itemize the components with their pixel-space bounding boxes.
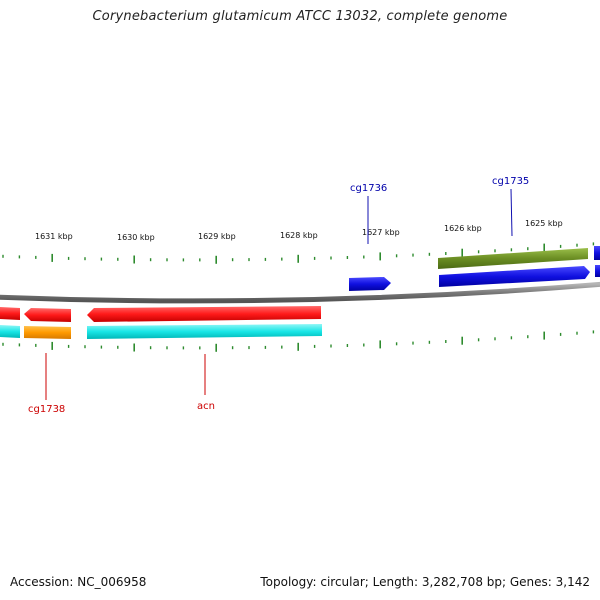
svg-text:cg1735: cg1735: [492, 176, 529, 187]
gene-label-cg1738[interactable]: cg1738: [28, 353, 65, 415]
gene-cg1738[interactable]: [24, 308, 71, 322]
gene-cyan[interactable]: [87, 324, 322, 339]
gene-cg1735-olive[interactable]: [438, 248, 588, 269]
scale-label-1628: 1628 kbp: [280, 231, 318, 240]
gene-orange[interactable]: [24, 326, 71, 339]
scale-labels: 1631 kbp 1630 kbp 1629 kbp 1628 kbp 1627…: [35, 219, 563, 242]
scale-label-1626: 1626 kbp: [444, 224, 482, 233]
svg-text:cg1736: cg1736: [350, 183, 387, 194]
gene-blue-forward[interactable]: [439, 266, 590, 287]
accession-value: NC_006958: [77, 575, 147, 589]
outer-tick-track: [2, 242, 595, 264]
svg-text:acn: acn: [197, 401, 215, 412]
gene-cg1736[interactable]: [349, 277, 391, 291]
genome-backbone: [0, 281, 600, 304]
scale-label-1630: 1630 kbp: [117, 233, 155, 242]
gene-label-cg1735[interactable]: cg1735: [492, 176, 529, 237]
gene-blue-edge-bottom[interactable]: [595, 265, 600, 277]
gene-blue-edge-top[interactable]: [594, 246, 600, 260]
svg-text:cg1738: cg1738: [28, 404, 65, 415]
genome-stats-text: Topology: circular; Length: 3,282,708 bp…: [260, 575, 590, 589]
gene-red-left-edge[interactable]: [0, 307, 20, 320]
gene-cyan-left-edge[interactable]: [0, 325, 20, 338]
inner-tick-track: [2, 330, 595, 352]
accession-text: Accession: NC_006958: [10, 575, 146, 589]
gene-label-cg1736[interactable]: cg1736: [350, 183, 387, 244]
scale-label-1629: 1629 kbp: [198, 232, 236, 241]
scale-label-1627: 1627 kbp: [362, 228, 400, 237]
gene-acn[interactable]: [87, 306, 321, 322]
accession-label: Accession:: [10, 575, 74, 589]
gene-label-acn[interactable]: acn: [197, 354, 215, 412]
scale-label-1631: 1631 kbp: [35, 232, 73, 241]
scale-label-1625: 1625 kbp: [525, 219, 563, 228]
map-title: Corynebacterium glutamicum ATCC 13032, c…: [92, 9, 508, 24]
